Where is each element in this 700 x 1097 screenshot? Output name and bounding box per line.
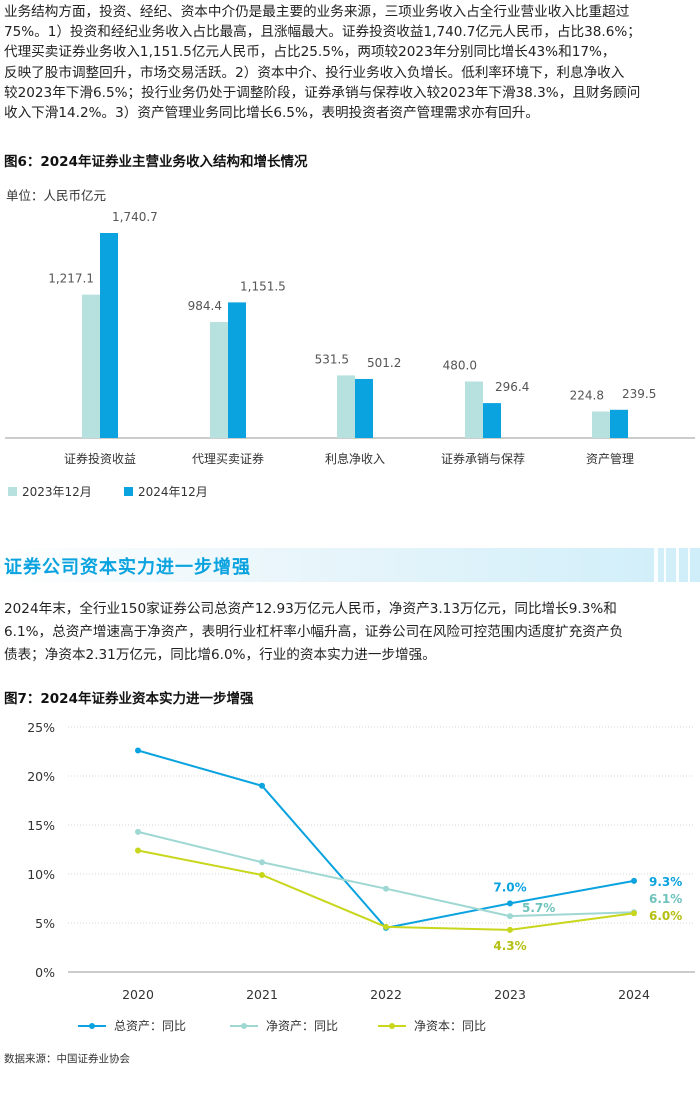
section-header-band: [0, 548, 700, 582]
legend-marker: [89, 1023, 95, 1029]
figure7-line-chart: 0% 5% 10% 15% 20% 25% 2020 2021 2022 2023 2024 7.0%…: [27, 720, 695, 1033]
bar-2023: [82, 294, 100, 438]
data-point: [507, 900, 513, 907]
bar-2024: [228, 302, 246, 438]
section-line: 6.1%，总资产增速高于净资产，表明行业杠杆率小幅升高，证券公司在风险可控范围内…: [4, 624, 624, 640]
legend-label: 2023年12月: [22, 485, 92, 499]
data-label: 7.0%: [493, 880, 526, 894]
bar-value-label: 480.0: [443, 358, 477, 372]
section-line: 2024年末，全行业150家证券公司总资产12.93万亿元人民币，净资产3.13…: [4, 601, 617, 617]
figure6-title: 图6：2024年证券业主营业务收入结构和增长情况: [4, 154, 308, 170]
data-point: [259, 871, 265, 878]
data-point: [631, 910, 637, 917]
data-point: [259, 782, 265, 789]
data-point: [135, 847, 141, 854]
data-label: 6.0%: [649, 909, 682, 923]
intro-line: 收入下滑14.2%。3）资产管理业务同比增长6.5%，表明投资者资产管理需求亦有…: [4, 105, 539, 121]
bar-value-label: 984.4: [188, 299, 222, 313]
series-line: [137, 749, 635, 929]
legend-marker: [389, 1023, 395, 1029]
y-tick-label: 0%: [35, 965, 55, 980]
intro-line: 75%。1）投资和经纪业务收入占比最高，且涨幅最大。证券投资收益1,740.7亿…: [4, 24, 641, 40]
data-label: 9.3%: [649, 875, 682, 889]
y-tick-label: 5%: [35, 916, 55, 931]
section-deco: [654, 548, 658, 582]
legend-marker: [241, 1023, 247, 1029]
bar-value-label: 501.2: [367, 356, 401, 370]
data-point: [259, 859, 265, 866]
data-source: 数据来源：中国证券业协会: [4, 1053, 130, 1065]
x-tick-label: 2023: [494, 987, 526, 1002]
legend-swatch: [8, 487, 17, 496]
legend-label: 净资产：同比: [266, 1019, 338, 1033]
figure6-bar-chart: 1,217.1 1,740.7 证券投资收益 984.4 1,151.5 代理买卖证券 53…: [5, 210, 695, 499]
bar-2024: [100, 233, 118, 438]
data-label: 6.1%: [649, 892, 682, 906]
bar-2023: [210, 322, 228, 438]
data-point: [631, 877, 637, 884]
category-label: 资产管理: [586, 451, 634, 466]
bar-value-label: 296.4: [495, 380, 529, 394]
x-tick-label: 2020: [122, 987, 154, 1002]
data-label: 4.3%: [493, 939, 526, 953]
section-title: 证券公司资本实力进一步增强: [4, 557, 251, 578]
bar-value-label: 531.5: [315, 352, 349, 366]
figure7-title: 图7：2024年证券业资本实力进一步增强: [4, 691, 254, 707]
legend-swatch: [124, 487, 133, 496]
bar-2024: [610, 409, 628, 438]
section-deco: [688, 548, 690, 582]
y-tick-label: 25%: [27, 720, 55, 735]
x-tick-label: 2024: [618, 987, 650, 1002]
intro-line: 代理买卖证券业务收入1,151.5亿元人民币，占比25.5%，两项较2023年分…: [4, 44, 616, 60]
data-point: [135, 828, 141, 835]
data-point: [507, 913, 513, 920]
legend-label: 2024年12月: [138, 485, 208, 499]
bar-value-label: 1,740.7: [112, 210, 158, 224]
section-line: 债表；净资本2.31万亿元，同比增6.0%，行业的资本实力进一步增强。: [4, 647, 436, 663]
category-label: 代理买卖证券: [192, 451, 264, 466]
category-label: 证券承销与保荐: [441, 451, 525, 466]
bar-value-label: 1,217.1: [48, 272, 94, 286]
bar-value-label: 239.5: [622, 387, 656, 401]
section-deco: [676, 548, 679, 582]
bar-value-label: 1,151.5: [240, 279, 286, 293]
data-point: [383, 923, 389, 930]
intro-line: 反映了股市调整回升，市场交易活跃。2）资本中介、投行业务收入负增长。低利率环境下…: [4, 65, 625, 81]
bar-2023: [465, 381, 483, 438]
data-point: [507, 926, 513, 933]
figure6-unit: 单位：人民币亿元: [6, 188, 107, 203]
x-tick-label: 2021: [246, 987, 278, 1002]
data-point: [135, 747, 141, 754]
legend-label: 净资本：同比: [414, 1019, 486, 1033]
bar-2023: [592, 411, 610, 438]
bar-value-label: 224.8: [570, 389, 604, 403]
bar-2024: [483, 403, 501, 438]
y-tick-label: 15%: [27, 818, 55, 833]
category-label: 利息净收入: [325, 451, 385, 466]
bar-2023: [337, 375, 355, 438]
data-label: 5.7%: [522, 901, 555, 915]
y-tick-label: 10%: [27, 867, 55, 882]
intro-line: 较2023年下滑6.5%；投行业务仍处于调整阶段，证券承销与保荐收入较2023年…: [4, 85, 641, 101]
legend-label: 总资产：同比: [114, 1019, 186, 1033]
x-tick-label: 2022: [370, 987, 402, 1002]
bar-2024: [355, 378, 373, 438]
section-deco: [664, 548, 666, 582]
intro-line: 业务结构方面，投资、经纪、资本中介仍是最主要的业务来源，三项业务收入占全行业营业…: [4, 4, 630, 20]
category-label: 证券投资收益: [64, 451, 136, 466]
data-point: [383, 885, 389, 892]
y-tick-label: 20%: [27, 769, 55, 784]
